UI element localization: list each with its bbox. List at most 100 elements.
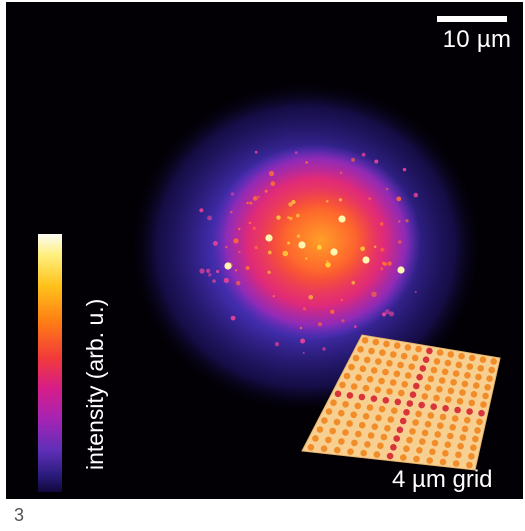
- speckle: [248, 221, 252, 225]
- grid-dot: [433, 358, 441, 365]
- grid-dot: [439, 413, 447, 421]
- grid-dot: [400, 352, 408, 360]
- speckle: [325, 262, 331, 268]
- bright-spot: [265, 234, 273, 242]
- grid-dot: [375, 414, 382, 422]
- grid-dot: [371, 423, 379, 431]
- grid-dot: [430, 366, 438, 374]
- grid-dot: [370, 367, 378, 374]
- grid-dot: [442, 405, 449, 412]
- grid-dot: [406, 436, 413, 444]
- speckle: [386, 187, 389, 191]
- grid-dot: [468, 453, 475, 460]
- grid-dot: [447, 432, 454, 440]
- speckle: [230, 192, 235, 197]
- speckle: [234, 269, 238, 272]
- colorbar-label: intensity (arb. u.): [82, 298, 108, 470]
- speckle: [302, 307, 306, 311]
- grid-dot: [459, 389, 466, 396]
- grid-dot: [312, 435, 319, 442]
- grid-dot: [437, 422, 444, 430]
- grid-dot: [354, 402, 362, 410]
- grid-dot: [452, 460, 460, 467]
- grid-dot: [375, 358, 382, 365]
- grid-dot: [403, 409, 410, 416]
- speckle: [199, 268, 205, 274]
- grid-dot: [382, 368, 389, 376]
- grid-dot: [393, 435, 401, 442]
- speckle: [252, 196, 258, 201]
- grid-dot: [457, 442, 464, 450]
- speckle: [282, 250, 289, 257]
- grid-dot: [458, 352, 465, 360]
- grid-dot: [441, 368, 449, 376]
- grid-dot: [366, 404, 374, 411]
- grid-dot: [384, 425, 391, 432]
- speckle: [338, 198, 343, 202]
- grid-dot: [355, 374, 362, 381]
- speckle: [236, 280, 241, 286]
- grid-dot: [451, 415, 459, 422]
- grid-dot: [409, 428, 416, 435]
- bright-spot: [397, 266, 405, 274]
- speckle: [379, 222, 384, 226]
- speckle: [288, 202, 293, 207]
- intensity-colorbar: [38, 234, 62, 492]
- grid-dot: [431, 439, 439, 447]
- grid-dot: [424, 384, 432, 391]
- bright-spot: [338, 215, 346, 223]
- speckle: [295, 213, 300, 218]
- speckle: [249, 201, 253, 205]
- grid-dot: [444, 359, 452, 367]
- grid-dot: [480, 401, 487, 408]
- speckle: [330, 309, 335, 314]
- speckle: [374, 245, 377, 248]
- speckle: [340, 298, 343, 301]
- speckle: [238, 251, 241, 254]
- grid-dot: [490, 358, 498, 365]
- speckle: [325, 199, 329, 203]
- grid-dot: [470, 391, 478, 398]
- grid-dot: [342, 401, 349, 408]
- speckle: [267, 250, 272, 255]
- grid-dot: [436, 349, 444, 356]
- grid-dot: [367, 432, 375, 439]
- speckle: [388, 311, 395, 317]
- speckle: [276, 215, 281, 220]
- grid-dot: [456, 398, 464, 405]
- speckle: [199, 208, 204, 213]
- grid-dot: [358, 421, 366, 429]
- speckle: [252, 226, 256, 230]
- speckle: [402, 167, 407, 172]
- speckle: [246, 201, 249, 205]
- grid-dot: [364, 441, 371, 448]
- grid-dot: [372, 338, 380, 346]
- grid-dot: [429, 448, 436, 456]
- grid-dot: [391, 407, 398, 415]
- grid-inset: [301, 334, 501, 471]
- grid-dot: [325, 408, 333, 415]
- grid-dot: [320, 445, 328, 453]
- grid-dot: [403, 445, 410, 453]
- grid-dot: [449, 424, 457, 431]
- grid-dot: [476, 418, 483, 426]
- speckle: [289, 216, 293, 221]
- grid-dot: [419, 365, 427, 372]
- grid-dot: [434, 431, 442, 438]
- speckle: [270, 181, 276, 187]
- intensity-image: [131, 82, 501, 471]
- speckle: [339, 171, 343, 174]
- grid-dot: [464, 372, 471, 379]
- speckle: [223, 277, 230, 284]
- speckle: [326, 260, 329, 263]
- speckle: [380, 247, 385, 252]
- grid-dot: [436, 386, 443, 393]
- speckle: [414, 290, 417, 293]
- grid-dot: [401, 381, 409, 388]
- grid-dot: [426, 457, 434, 464]
- grid-dot: [421, 429, 429, 437]
- grid-dot: [450, 379, 457, 386]
- speckle: [396, 196, 402, 202]
- grid-dot: [358, 393, 366, 401]
- grid-dot: [488, 366, 496, 374]
